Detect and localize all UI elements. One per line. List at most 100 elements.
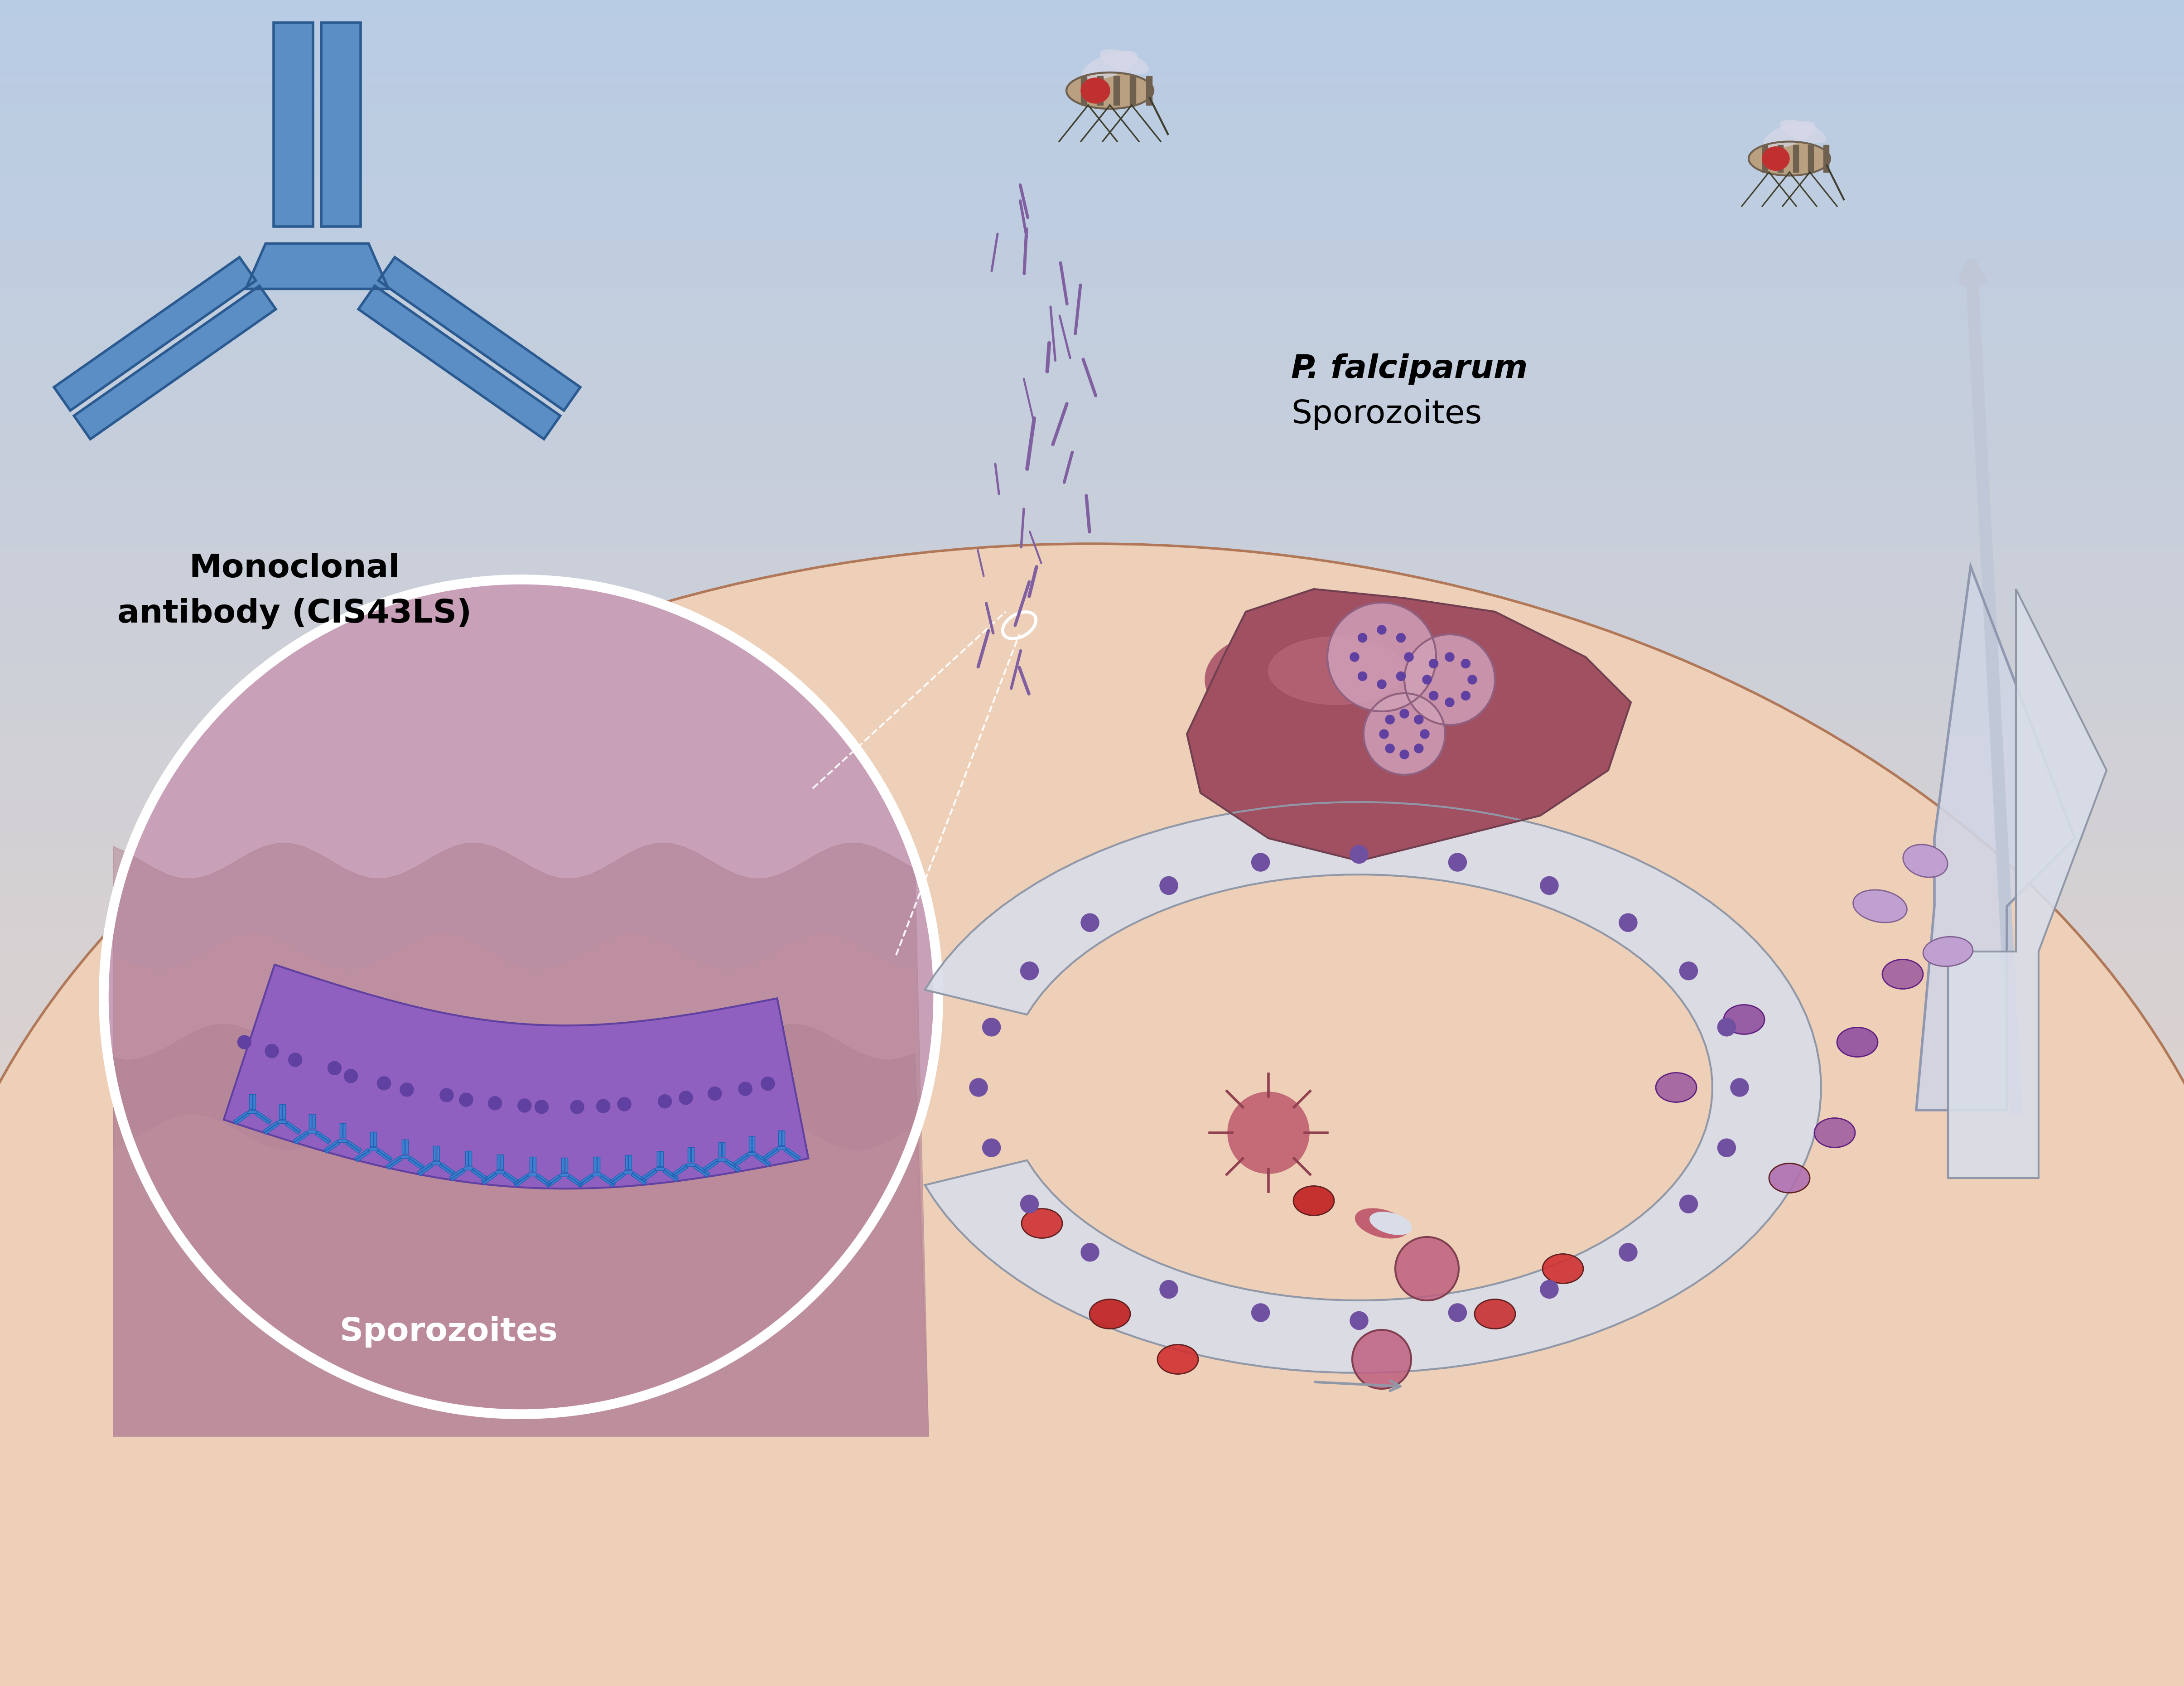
Bar bbox=[0, 34, 2184, 42]
Polygon shape bbox=[314, 1133, 330, 1145]
Bar bbox=[0, 1374, 2184, 1383]
Circle shape bbox=[288, 1054, 301, 1067]
Circle shape bbox=[1400, 710, 1409, 718]
Bar bbox=[0, 910, 2184, 919]
Text: antibody (CIS43LS): antibody (CIS43LS) bbox=[118, 599, 472, 629]
Bar bbox=[0, 1054, 2184, 1062]
Bar bbox=[0, 1121, 2184, 1130]
Bar bbox=[0, 523, 2184, 531]
Polygon shape bbox=[664, 1168, 679, 1180]
Polygon shape bbox=[579, 1173, 592, 1185]
Ellipse shape bbox=[1902, 845, 1948, 877]
Bar bbox=[0, 750, 2184, 759]
Polygon shape bbox=[312, 1114, 314, 1128]
Circle shape bbox=[1358, 671, 1367, 681]
Bar bbox=[0, 700, 2184, 708]
Polygon shape bbox=[286, 1121, 301, 1133]
Bar bbox=[0, 1231, 2184, 1239]
Polygon shape bbox=[725, 1162, 738, 1172]
Polygon shape bbox=[234, 1111, 249, 1123]
Circle shape bbox=[1251, 853, 1269, 872]
Text: P. falciparum: P. falciparum bbox=[1291, 354, 1527, 384]
Bar bbox=[0, 1020, 2184, 1028]
Polygon shape bbox=[749, 1136, 751, 1152]
Bar bbox=[0, 1425, 2184, 1433]
Polygon shape bbox=[513, 1173, 529, 1185]
Circle shape bbox=[1404, 652, 1413, 661]
Bar bbox=[0, 801, 2184, 809]
Bar bbox=[0, 936, 2184, 944]
Bar bbox=[1129, 76, 1136, 105]
Bar bbox=[0, 329, 2184, 337]
Bar bbox=[0, 1593, 2184, 1602]
Circle shape bbox=[1540, 877, 1559, 895]
Circle shape bbox=[1446, 698, 1455, 706]
Bar bbox=[0, 1062, 2184, 1071]
Bar bbox=[0, 725, 2184, 733]
Ellipse shape bbox=[1269, 637, 1404, 705]
Bar bbox=[0, 1619, 2184, 1627]
Bar bbox=[0, 615, 2184, 624]
Polygon shape bbox=[756, 1153, 771, 1165]
Polygon shape bbox=[612, 1173, 625, 1185]
Bar bbox=[0, 1130, 2184, 1138]
Circle shape bbox=[1020, 961, 1040, 980]
Bar bbox=[0, 902, 2184, 910]
Circle shape bbox=[1420, 730, 1428, 738]
Polygon shape bbox=[716, 1158, 727, 1162]
Bar bbox=[0, 1366, 2184, 1374]
Bar bbox=[0, 607, 2184, 615]
Bar bbox=[0, 944, 2184, 953]
Bar bbox=[0, 185, 2184, 194]
Bar bbox=[0, 1096, 2184, 1104]
Polygon shape bbox=[690, 1146, 695, 1162]
Polygon shape bbox=[378, 1148, 393, 1160]
Polygon shape bbox=[1948, 588, 2108, 1179]
Ellipse shape bbox=[1474, 1300, 1516, 1329]
Bar bbox=[0, 278, 2184, 287]
Ellipse shape bbox=[1924, 937, 1972, 966]
Polygon shape bbox=[529, 1157, 533, 1172]
Circle shape bbox=[738, 1082, 751, 1096]
Polygon shape bbox=[277, 1120, 288, 1123]
Bar bbox=[0, 84, 2184, 93]
Bar bbox=[0, 969, 2184, 978]
Circle shape bbox=[1251, 1303, 1269, 1322]
Polygon shape bbox=[387, 1158, 402, 1170]
Polygon shape bbox=[529, 1173, 537, 1177]
Polygon shape bbox=[249, 1094, 251, 1109]
Polygon shape bbox=[568, 1177, 581, 1187]
Circle shape bbox=[1160, 877, 1177, 895]
Polygon shape bbox=[247, 1111, 258, 1113]
Ellipse shape bbox=[1815, 1118, 1854, 1148]
Polygon shape bbox=[601, 1173, 616, 1185]
Bar bbox=[0, 868, 2184, 877]
Ellipse shape bbox=[1765, 121, 1815, 148]
Polygon shape bbox=[673, 1163, 686, 1175]
Polygon shape bbox=[419, 1165, 432, 1175]
Bar bbox=[0, 270, 2184, 278]
Bar bbox=[0, 228, 2184, 236]
Bar bbox=[0, 211, 2184, 219]
Circle shape bbox=[1350, 845, 1367, 863]
Bar bbox=[0, 362, 2184, 371]
Bar bbox=[0, 1045, 2184, 1054]
Polygon shape bbox=[559, 1173, 570, 1177]
Polygon shape bbox=[417, 1163, 432, 1173]
Bar bbox=[0, 177, 2184, 185]
Bar bbox=[0, 1458, 2184, 1467]
Circle shape bbox=[1428, 659, 1439, 668]
Bar bbox=[0, 1104, 2184, 1113]
Circle shape bbox=[618, 1098, 631, 1111]
Bar bbox=[0, 1290, 2184, 1298]
Bar bbox=[0, 497, 2184, 506]
Bar bbox=[0, 851, 2184, 860]
Polygon shape bbox=[371, 1131, 373, 1146]
Polygon shape bbox=[325, 1141, 341, 1153]
Polygon shape bbox=[295, 1133, 310, 1145]
Polygon shape bbox=[483, 1173, 498, 1185]
Bar bbox=[0, 1273, 2184, 1281]
Circle shape bbox=[1350, 1312, 1367, 1330]
Bar bbox=[0, 0, 2184, 8]
Bar bbox=[0, 767, 2184, 776]
